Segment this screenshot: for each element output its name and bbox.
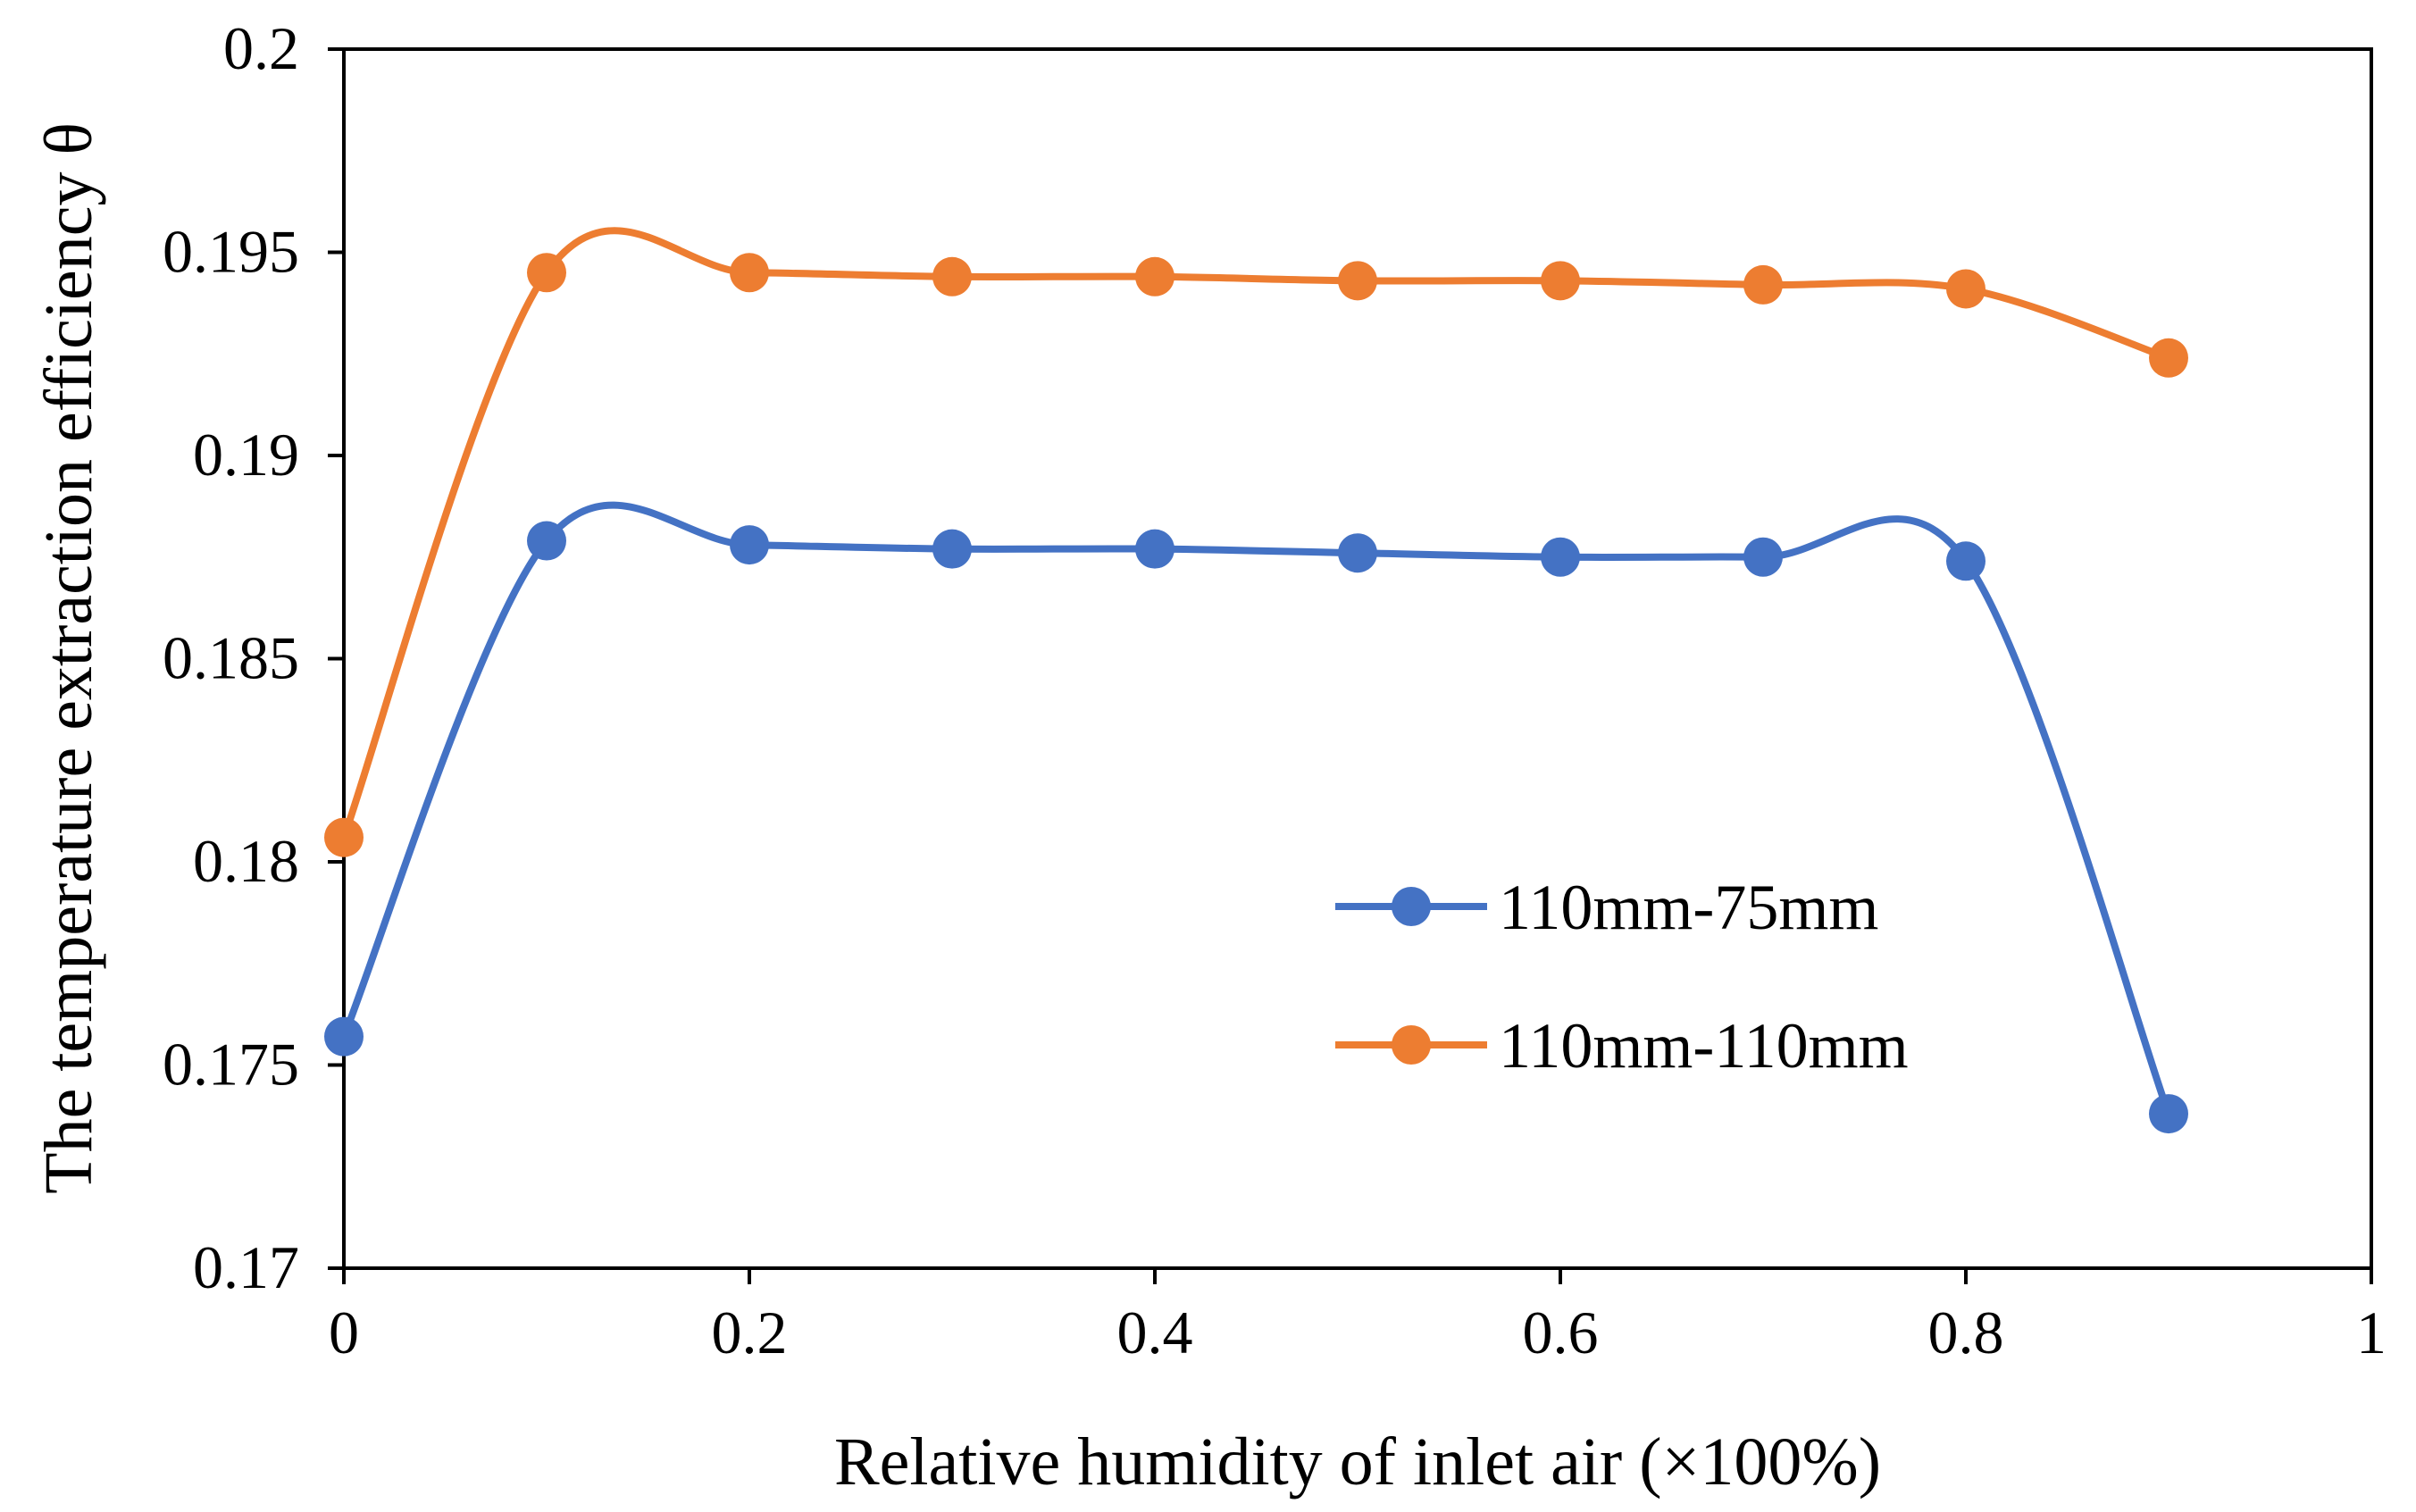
x-axis-ticks: 0 0.2 0.4 0.6 0.8 1 <box>329 1268 2387 1366</box>
series-2-point <box>1338 261 1377 301</box>
x-tick-label: 0.4 <box>1117 1299 1193 1366</box>
series-1-point <box>527 521 566 561</box>
y-axis-title: The temperature extraction efficiency θ <box>31 122 106 1194</box>
series-1-point <box>324 1016 364 1057</box>
x-tick-label: 0.6 <box>1523 1299 1599 1366</box>
y-tick-label: 0.195 <box>163 218 299 286</box>
series-1-point <box>2149 1094 2188 1134</box>
y-tick-label: 0.18 <box>193 827 299 895</box>
legend: 110mm-75mm 110mm-110mm <box>1335 872 1909 1082</box>
series-1-point <box>1743 537 1783 577</box>
y-tick-label: 0.19 <box>193 421 299 489</box>
series-line-2 <box>340 227 2172 841</box>
series-1-point <box>932 529 972 569</box>
y-tick-label: 0.185 <box>163 624 299 692</box>
series-layer <box>324 227 2188 1134</box>
series-1-point <box>1338 533 1377 573</box>
series-2-point <box>1541 261 1580 301</box>
series-2-point <box>324 817 364 857</box>
series-1-point <box>730 525 769 565</box>
series-2-point <box>1946 269 1985 309</box>
y-tick-label: 0.2 <box>223 14 299 82</box>
legend-label-1: 110mm-75mm <box>1499 872 1878 943</box>
legend-marker-2 <box>1392 1025 1431 1065</box>
series-2-point <box>1135 256 1175 297</box>
y-tick-label: 0.17 <box>193 1233 299 1301</box>
y-tick-label: 0.175 <box>163 1031 299 1098</box>
x-tick-label: 1 <box>2356 1299 2387 1366</box>
x-axis-title: Relative humidity of inlet air (×100%) <box>834 1424 1881 1499</box>
legend-marker-1 <box>1392 887 1431 926</box>
plot-area-frame <box>342 47 2373 1270</box>
series-2-point <box>932 256 972 297</box>
series-2-point <box>730 253 769 293</box>
series-1-point <box>1541 537 1580 577</box>
x-tick-label: 0.8 <box>1928 1299 2004 1366</box>
series-1-point <box>1946 541 1985 581</box>
legend-label-2: 110mm-110mm <box>1499 1010 1909 1082</box>
y-axis-ticks: 0.17 0.175 0.18 0.185 0.19 0.195 0.2 <box>163 14 344 1301</box>
series-2-point <box>527 253 566 293</box>
series-1-point <box>1135 529 1175 569</box>
series-2-point <box>2149 338 2188 378</box>
series-line-1 <box>340 501 2172 1118</box>
series-2-point <box>1743 264 1783 305</box>
x-tick-label: 0 <box>329 1299 359 1366</box>
x-tick-label: 0.2 <box>712 1299 788 1366</box>
